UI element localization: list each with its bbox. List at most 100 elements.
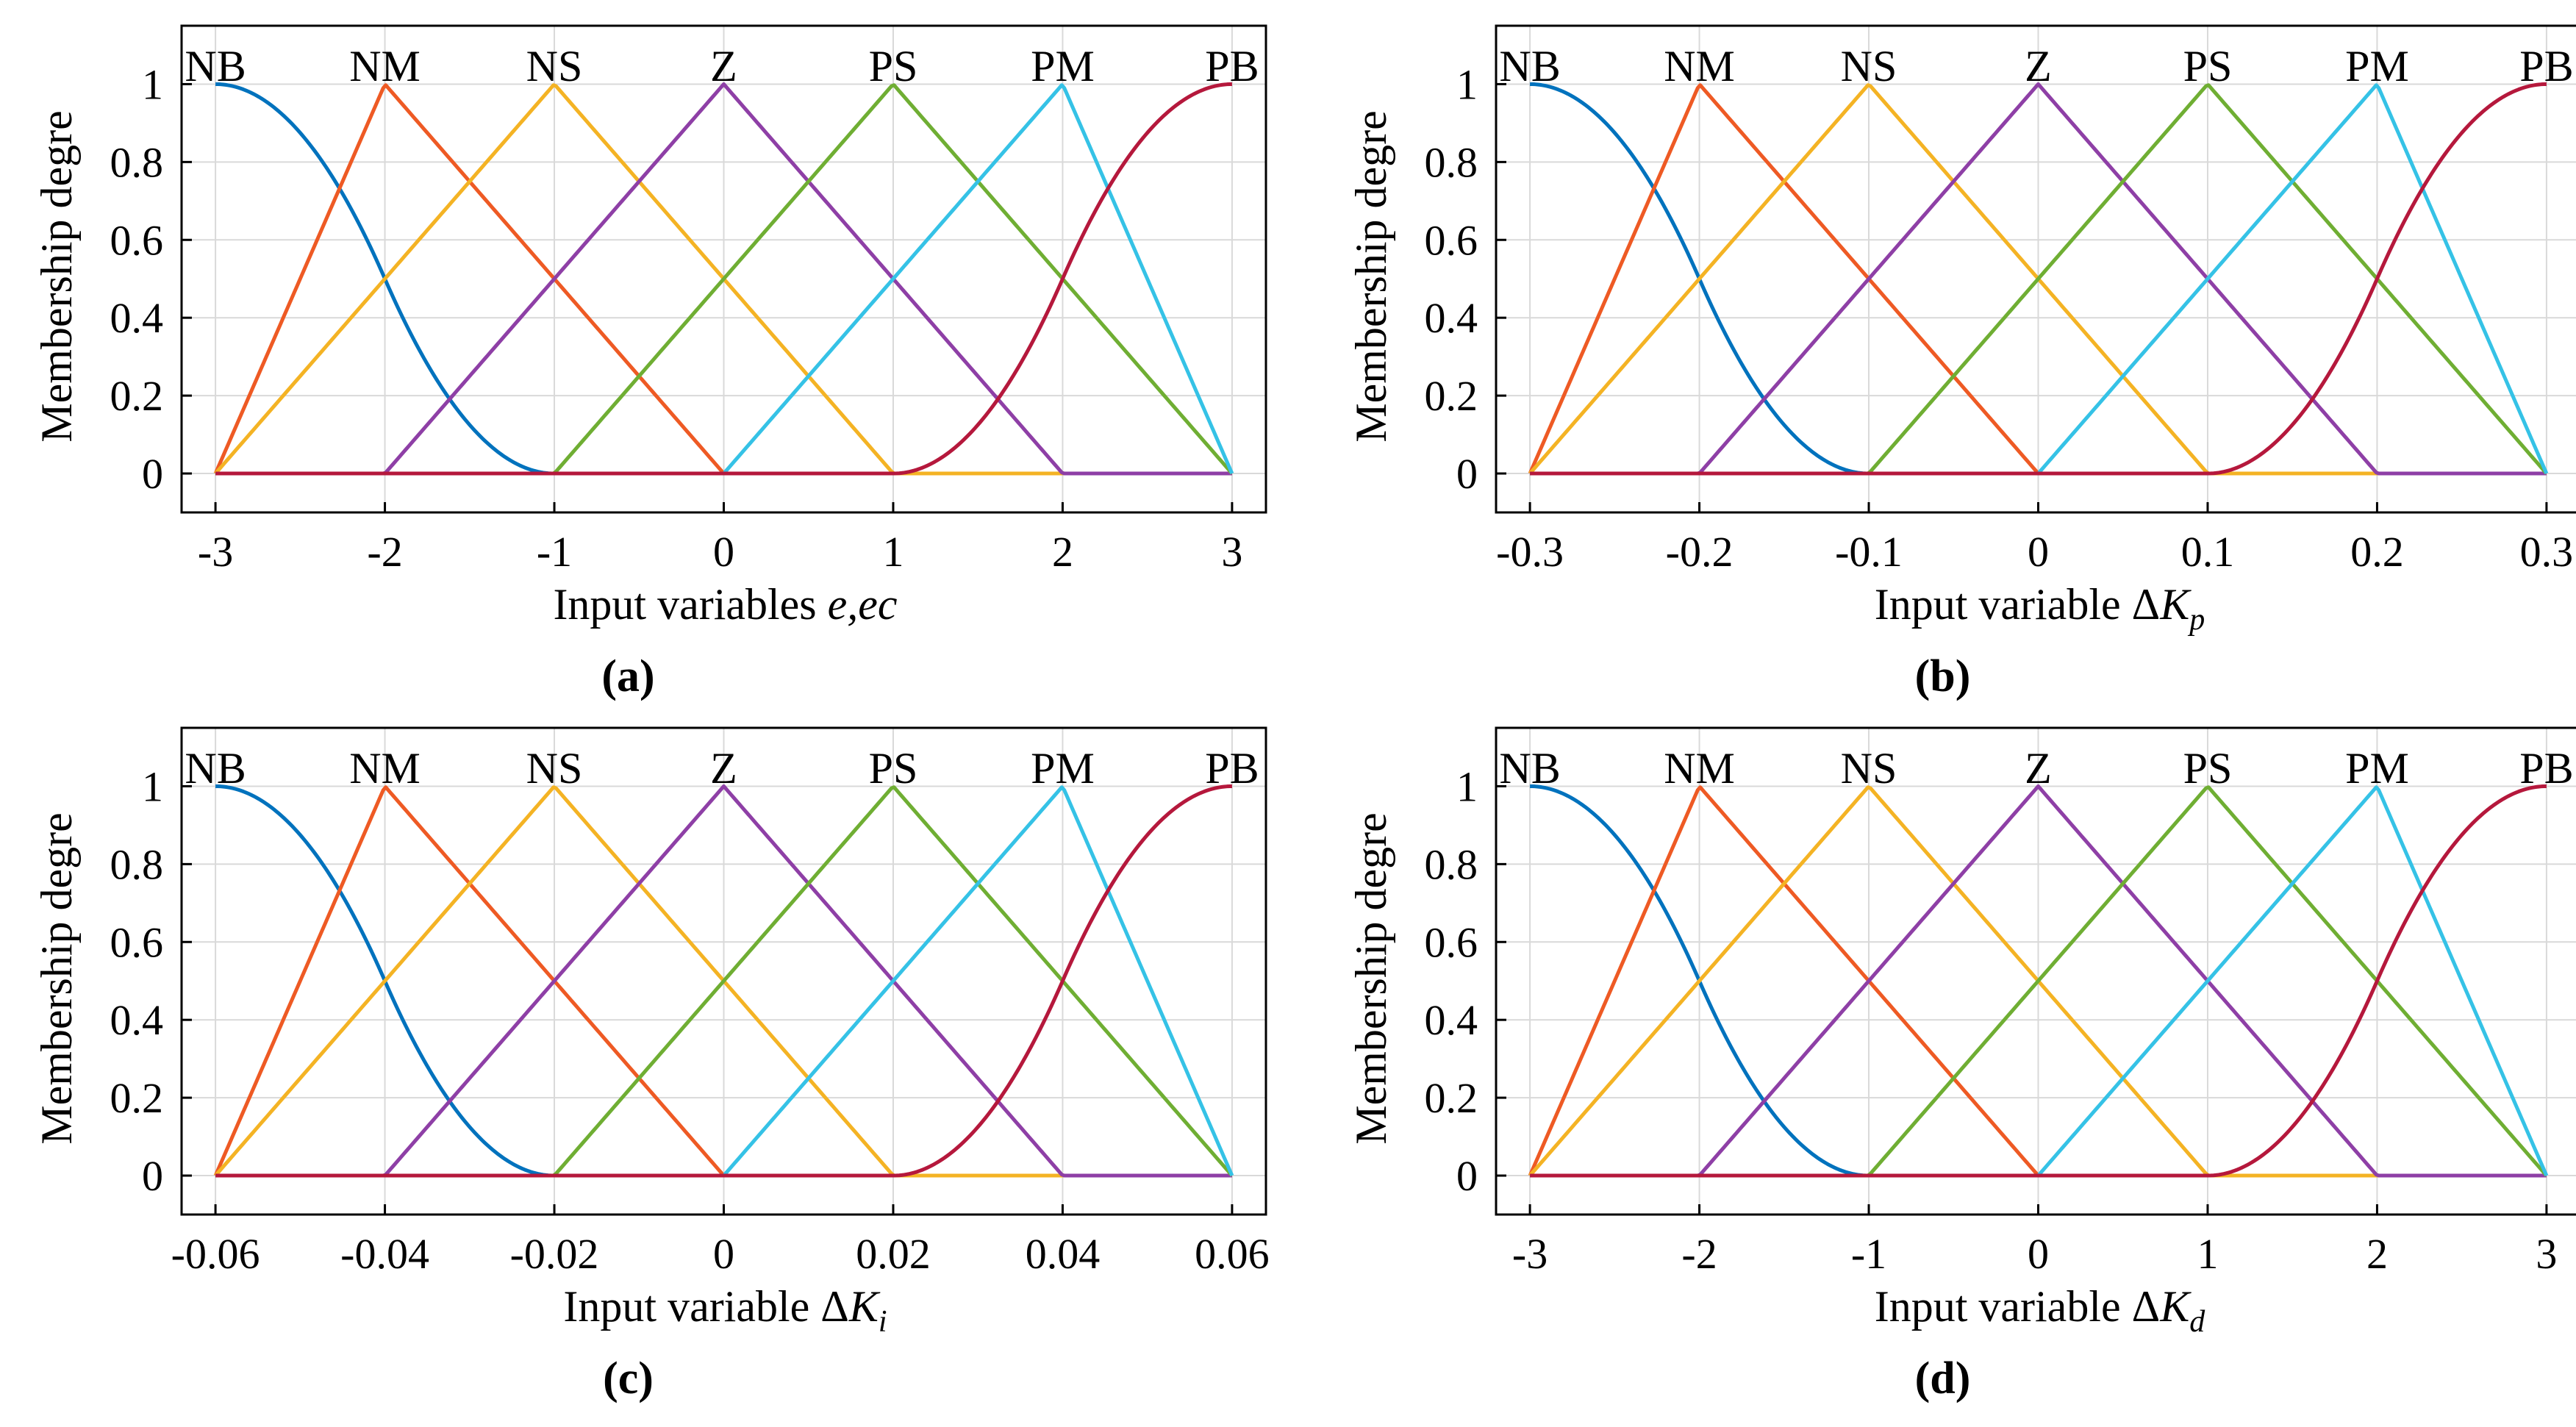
membership-label-z: Z <box>710 744 737 793</box>
x-tick-label: -1 <box>537 528 572 576</box>
y-tick-label: 0.6 <box>110 918 164 966</box>
x-tick-label: -3 <box>1512 1230 1548 1278</box>
membership-label-ns: NS <box>526 744 583 793</box>
series-line-pb <box>1530 82 2547 476</box>
membership-label-nm: NM <box>1664 744 1735 793</box>
plot-frame <box>1495 726 2576 1216</box>
y-tick-label: 0.8 <box>110 840 164 888</box>
membership-label-ps: PS <box>2183 744 2233 793</box>
y-tick-label: 0.4 <box>1425 996 1478 1044</box>
chart-c-svg: -0.06 -0.04 -0.02 0 0.02 0.04 0.06 0 0.2 0.4 0.6 0.… <box>32 726 1270 1403</box>
x-axis-label-variable: K <box>848 1282 881 1331</box>
series-line-pb <box>215 784 1232 1178</box>
x-tick-label: 1 <box>2197 1230 2218 1278</box>
membership-label-nb: NB <box>185 42 246 90</box>
membership-label-ps: PS <box>869 42 918 90</box>
x-tick-label: 0 <box>713 528 734 576</box>
chart-panel-c: -0.06 -0.04 -0.02 0 0.02 0.04 0.06 0 0.2 0.4 0.6 0.… <box>0 702 1288 1415</box>
y-tick-label: 0 <box>1456 1152 1478 1200</box>
x-tick-label: 0 <box>2028 1230 2049 1278</box>
membership-label-pb: PB <box>2519 744 2573 793</box>
x-tick-label: -3 <box>198 528 233 576</box>
x-tick-label: 0 <box>713 1230 734 1278</box>
panel-caption: (c) <box>603 1353 654 1403</box>
x-axis-label-prefix: Input variables <box>553 580 827 629</box>
y-axis-label: Membership degre <box>1347 110 1395 443</box>
membership-label-pm: PM <box>2345 744 2409 793</box>
x-tick-label: 1 <box>882 528 904 576</box>
x-tick-label: 0.06 <box>1195 1230 1270 1278</box>
x-axis-label-prefix: Input variable Δ <box>563 1282 848 1331</box>
y-tick-label: 1 <box>142 60 163 108</box>
x-tick-label: -2 <box>1681 1230 1717 1278</box>
x-axis-label-subscript: d <box>2189 1305 2205 1339</box>
membership-label-nm: NM <box>1664 42 1735 90</box>
panel-caption: (d) <box>1915 1353 1971 1403</box>
x-axis-label-prefix: Input variable Δ <box>1875 580 2160 629</box>
x-axis-label-subscript: p <box>2187 603 2205 637</box>
y-tick-label: 1 <box>142 762 163 810</box>
chart-a-svg: -3 -2 -1 0 1 2 3 0 0.2 0.4 0.6 0.8 1 NB NM NS Z PS PM PB Mem… <box>32 24 1267 701</box>
y-axis-label: Membership degre <box>1347 812 1395 1145</box>
x-tick-label: -0.3 <box>1496 528 1564 576</box>
membership-label-pm: PM <box>1031 42 1095 90</box>
x-axis-label-prefix: Input variable Δ <box>1875 1282 2160 1331</box>
y-tick-label: 0.8 <box>1425 840 1478 888</box>
x-tick-label: 0.2 <box>2350 528 2404 576</box>
y-tick-label: 0.6 <box>1425 918 1478 966</box>
y-tick-label: 0.6 <box>1425 216 1478 264</box>
membership-label-z: Z <box>2025 744 2052 793</box>
x-axis-label: Input variable ΔKi <box>563 1282 887 1339</box>
chart-panel-b: -0.3 -0.2 -0.1 0 0.1 0.2 0.3 0 0.2 0.4 0.6 0.8 1 NB NM… <box>1314 0 2576 713</box>
membership-label-nb: NB <box>185 744 246 793</box>
x-tick-label: 0 <box>2028 528 2049 576</box>
x-axis-label-variable: e,ec <box>828 580 898 629</box>
x-axis-label-subscript: i <box>879 1305 887 1339</box>
y-axis-label: Membership degre <box>32 812 81 1145</box>
membership-label-ns: NS <box>1841 42 1897 90</box>
membership-label-ns: NS <box>1841 744 1897 793</box>
y-tick-label: 0.8 <box>110 138 164 186</box>
membership-label-z: Z <box>710 42 737 90</box>
plot-frame <box>1495 24 2576 514</box>
y-tick-label: 0.2 <box>110 1074 164 1122</box>
y-tick-label: 1 <box>1456 762 1478 810</box>
y-tick-label: 0.2 <box>110 372 164 420</box>
chart-panel-a: -3 -2 -1 0 1 2 3 0 0.2 0.4 0.6 0.8 1 NB NM NS Z PS PM PB Mem… <box>0 0 1288 713</box>
y-axis-label: Membership degre <box>32 110 81 443</box>
x-axis-label: Input variables e,ec <box>553 580 897 629</box>
membership-label-pm: PM <box>2345 42 2409 90</box>
x-tick-label: -2 <box>367 528 402 576</box>
membership-label-pb: PB <box>1205 744 1259 793</box>
membership-label-nm: NM <box>349 744 421 793</box>
chart-b-svg: -0.3 -0.2 -0.1 0 0.1 0.2 0.3 0 0.2 0.4 0.6 0.8 1 NB NM… <box>1347 24 2576 701</box>
chart-panel-d: -3 -2 -1 0 1 2 3 0 0.2 0.4 0.6 0.8 1 NB NM NS Z PS PM PB Mem… <box>1314 702 2576 1415</box>
x-tick-label: 2 <box>2366 1230 2388 1278</box>
membership-label-pm: PM <box>1031 744 1095 793</box>
x-axis-label-variable: K <box>2159 580 2192 629</box>
y-tick-label: 0 <box>142 1152 163 1200</box>
series-line-pb <box>1530 784 2547 1178</box>
x-tick-label: -0.02 <box>510 1230 599 1278</box>
x-tick-label: -0.1 <box>1835 528 1903 576</box>
x-tick-label: 3 <box>2536 1230 2557 1278</box>
membership-label-pb: PB <box>1205 42 1259 90</box>
y-tick-label: 0.8 <box>1425 138 1478 186</box>
x-tick-label: 3 <box>1221 528 1242 576</box>
y-tick-label: 0.4 <box>1425 294 1478 342</box>
x-axis-label-variable: K <box>2159 1282 2192 1331</box>
x-tick-label: -0.2 <box>1666 528 1734 576</box>
panel-caption: (a) <box>601 651 654 701</box>
x-tick-label: 0.04 <box>1026 1230 1101 1278</box>
y-tick-label: 0.2 <box>1425 1074 1478 1122</box>
panel-caption: (b) <box>1915 651 1971 701</box>
y-tick-label: 0.4 <box>110 294 164 342</box>
x-tick-label: 0.3 <box>2520 528 2574 576</box>
membership-label-nb: NB <box>1499 744 1560 793</box>
membership-label-z: Z <box>2025 42 2052 90</box>
membership-label-ns: NS <box>526 42 583 90</box>
x-tick-label: 0.02 <box>856 1230 931 1278</box>
y-tick-label: 0 <box>1456 450 1478 498</box>
y-tick-label: 0 <box>142 450 163 498</box>
y-tick-label: 0.6 <box>110 216 164 264</box>
